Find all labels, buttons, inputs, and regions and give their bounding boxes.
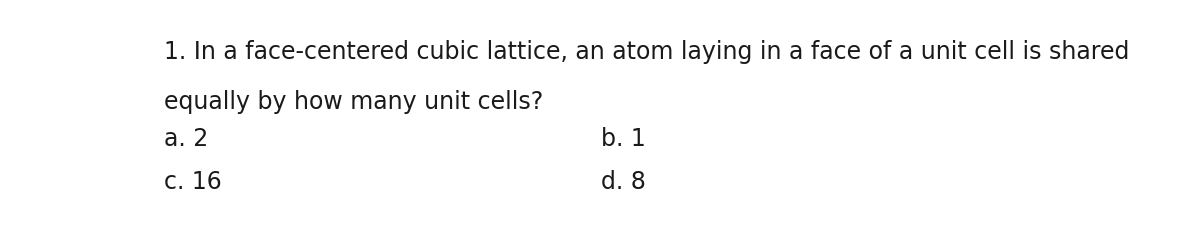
Text: a. 2: a. 2 [164, 127, 209, 151]
Text: c. 16: c. 16 [164, 170, 222, 194]
Text: 1. In a face-centered cubic lattice, an atom laying in a face of a unit cell is : 1. In a face-centered cubic lattice, an … [164, 40, 1129, 64]
Text: d. 8: d. 8 [601, 170, 646, 194]
Text: b. 1: b. 1 [601, 127, 646, 151]
Text: equally by how many unit cells?: equally by how many unit cells? [164, 90, 544, 114]
